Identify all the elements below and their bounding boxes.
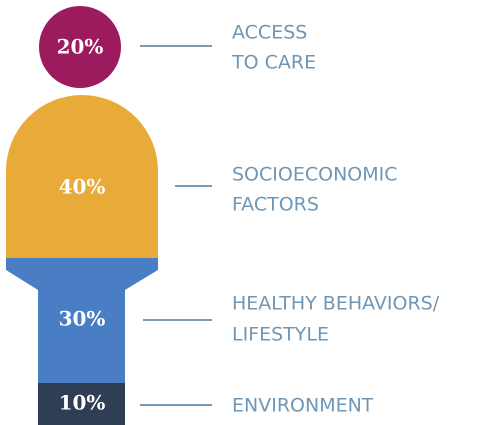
body-segment (6, 95, 158, 258)
factor-label: SOCIOECONOMIC (232, 164, 398, 186)
head-segment (39, 6, 121, 88)
factor-label: FACTORS (232, 194, 319, 216)
factor-label: LIFESTYLE (232, 324, 329, 346)
factor-label: HEALTHY BEHAVIORS/ (232, 293, 440, 315)
factor-label: ENVIRONMENT (232, 395, 374, 417)
percent-label: 10% (59, 391, 106, 415)
percent-label: 40% (59, 175, 106, 199)
legs-segment (6, 258, 158, 383)
factor-label: TO CARE (231, 52, 316, 74)
percent-label: 30% (59, 307, 106, 331)
feet-segment (38, 383, 125, 425)
percent-label: 20% (57, 35, 104, 59)
factor-label: ACCESS (232, 22, 307, 44)
